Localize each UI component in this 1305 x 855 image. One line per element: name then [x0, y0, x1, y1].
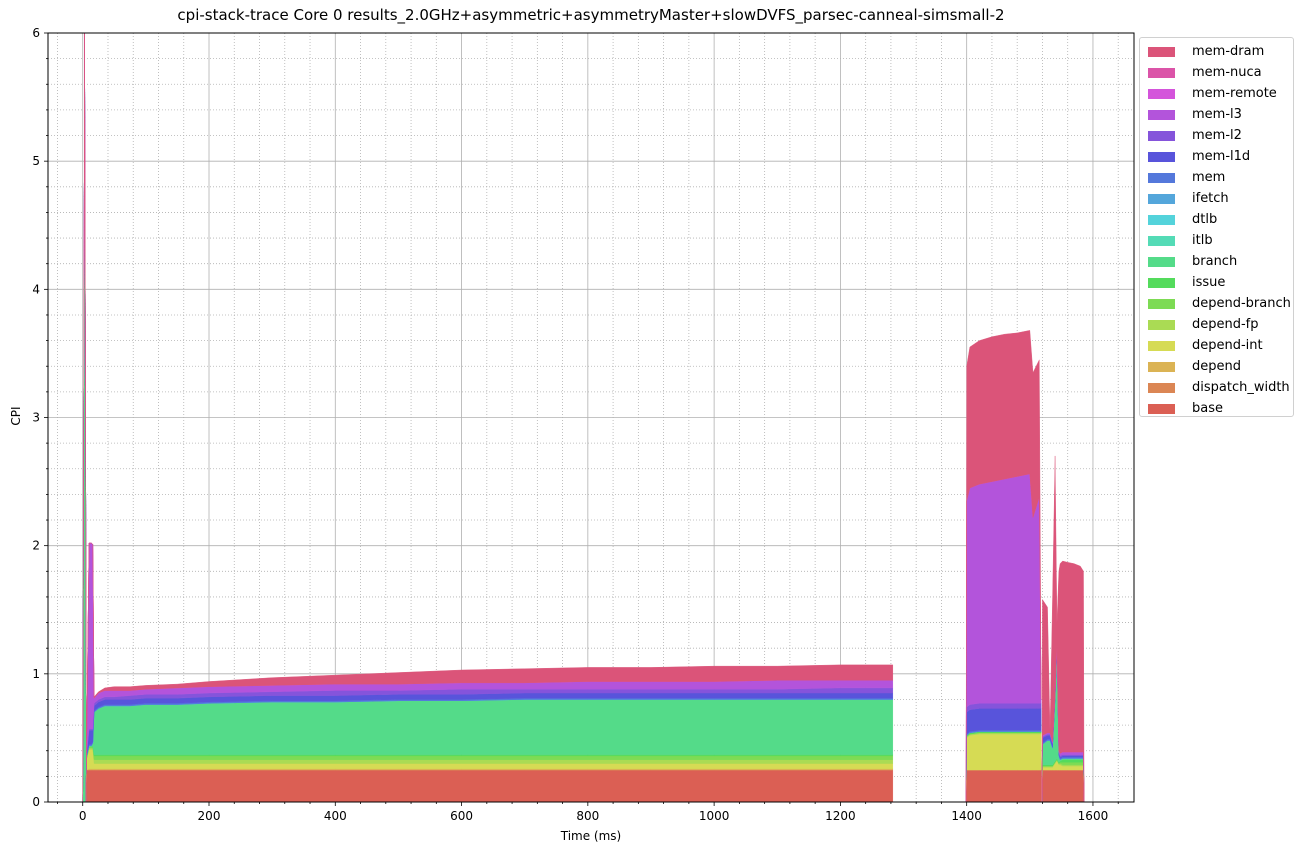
legend-item-mem-dram: mem-dram: [1148, 41, 1293, 62]
legend-swatch: [1148, 151, 1175, 162]
legend-item-mem-l1d: mem-l1d: [1148, 146, 1293, 167]
legend-label: mem-l2: [1192, 128, 1242, 143]
legend-label: depend-branch: [1192, 296, 1291, 311]
x-tick-label: 1200: [825, 809, 856, 823]
legend-swatch: [1148, 88, 1175, 99]
legend-item-ifetch: ifetch: [1148, 188, 1293, 209]
legend-swatch: [1148, 172, 1175, 183]
legend-item-mem-remote: mem-remote: [1148, 83, 1293, 104]
legend-item-depend-int: depend-int: [1148, 335, 1293, 356]
area-mem-dram: [85, 542, 894, 803]
legend-item-itlb: itlb: [1148, 230, 1293, 251]
legend-label: mem-dram: [1192, 44, 1265, 59]
legend-label: mem: [1192, 170, 1226, 185]
x-tick-label: 1400: [951, 809, 982, 823]
x-tick-label: 1000: [699, 809, 730, 823]
y-tick-label: 3: [32, 411, 40, 425]
legend-label: mem-l1d: [1192, 149, 1251, 164]
legend-item-base: base: [1148, 398, 1293, 419]
legend-swatch: [1148, 193, 1175, 204]
legend-swatch: [1148, 130, 1175, 141]
legend-item-depend: depend: [1148, 356, 1293, 377]
area-base: [965, 769, 1042, 803]
legend-swatch: [1148, 382, 1175, 393]
legend-item-depend-branch: depend-branch: [1148, 293, 1293, 314]
legend-item-branch: branch: [1148, 251, 1293, 272]
legend-swatch: [1148, 403, 1175, 414]
legend-swatch: [1148, 214, 1175, 225]
legend-item-dispatch_width: dispatch_width: [1148, 377, 1293, 398]
x-tick-label: 800: [576, 809, 599, 823]
x-axis-label: Time (ms): [560, 829, 622, 843]
legend-swatch: [1148, 67, 1175, 78]
legend-label: itlb: [1192, 233, 1213, 248]
y-tick-label: 1: [32, 667, 40, 681]
y-tick-label: 2: [32, 539, 40, 553]
stacked-areas: [81, 32, 1085, 803]
legend-item-mem-l2: mem-l2: [1148, 125, 1293, 146]
legend-item-issue: issue: [1148, 272, 1293, 293]
legend-label: base: [1192, 401, 1223, 416]
legend-label: mem-nuca: [1192, 65, 1262, 80]
legend-item-mem-nuca: mem-nuca: [1148, 62, 1293, 83]
legend-label: depend-fp: [1192, 317, 1259, 332]
y-tick-label: 6: [32, 26, 40, 40]
axis-ticks: 0 200 400 600 800 1000 1200 1400 1600 0 1 2 3 4 5 6: [32, 26, 1119, 823]
legend-swatch: [1148, 340, 1175, 351]
legend-label: issue: [1192, 275, 1226, 290]
area-base: [85, 769, 894, 803]
legend-item-depend-fp: depend-fp: [1148, 314, 1293, 335]
legend-label: depend: [1192, 359, 1241, 374]
legend-swatch: [1148, 361, 1175, 372]
legend-label: dtlb: [1192, 212, 1218, 227]
legend-label: branch: [1192, 254, 1238, 269]
legend: mem-dram mem-nuca mem-remote mem-l3 mem-l2 me…: [1139, 37, 1294, 417]
legend-swatch: [1148, 109, 1175, 120]
legend-label: mem-l3: [1192, 107, 1242, 122]
x-tick-label: 1600: [1078, 809, 1109, 823]
y-axis-label: CPI: [9, 406, 23, 426]
legend-item-mem-l3: mem-l3: [1148, 104, 1293, 125]
area-mem-dram: [965, 330, 1042, 803]
area-base: [1041, 769, 1085, 803]
legend-swatch: [1148, 256, 1175, 267]
chart-title: cpi-stack-trace Core 0 results_2.0GHz+as…: [177, 6, 1005, 24]
legend-label: mem-remote: [1192, 86, 1277, 101]
legend-swatch: [1148, 46, 1175, 57]
legend-swatch: [1148, 319, 1175, 330]
legend-label: dispatch_width: [1192, 380, 1290, 395]
y-tick-label: 0: [32, 795, 40, 809]
legend-swatch: [1148, 277, 1175, 288]
y-tick-label: 4: [32, 282, 40, 296]
y-tick-label: 5: [32, 154, 40, 168]
legend-item-dtlb: dtlb: [1148, 209, 1293, 230]
legend-label: ifetch: [1192, 191, 1229, 206]
x-tick-label: 600: [450, 809, 473, 823]
area-mem-dram: [81, 32, 88, 803]
x-tick-label: 200: [198, 809, 221, 823]
x-tick-label: 400: [324, 809, 347, 823]
legend-swatch: [1148, 235, 1175, 246]
x-tick-label: 0: [79, 809, 87, 823]
legend-item-mem: mem: [1148, 167, 1293, 188]
legend-label: depend-int: [1192, 338, 1263, 353]
legend-swatch: [1148, 298, 1175, 309]
